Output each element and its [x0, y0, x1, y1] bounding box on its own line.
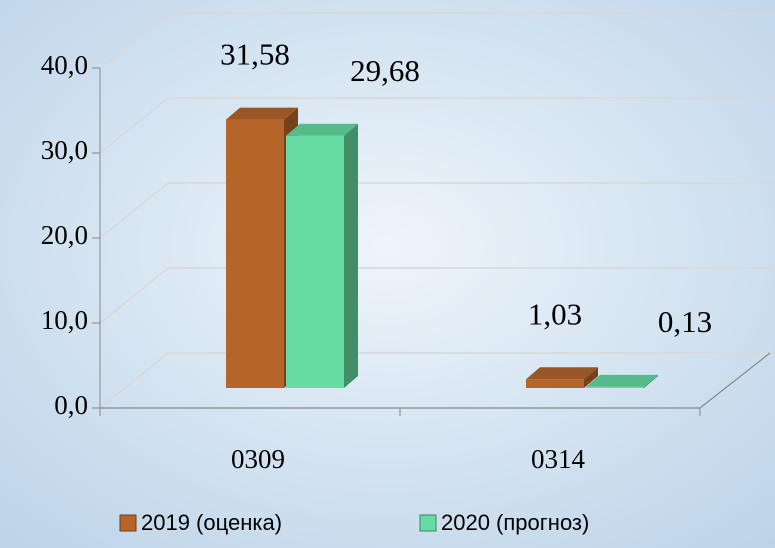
plot: 0,0 10,0 20,0 30,0 40,0 0309 31,58 29,68 0314 1,0…	[41, 12, 775, 535]
y-tick-label: 10,0	[41, 305, 88, 335]
bar-top	[526, 367, 598, 380]
grid-line	[99, 97, 775, 154]
bar	[526, 379, 584, 388]
data-label: 31,58	[220, 37, 290, 72]
bar	[226, 119, 284, 388]
y-tick-label: 40,0	[41, 50, 88, 80]
x-tick-label: 0314	[531, 444, 586, 474]
x-tick-label: 0309	[231, 444, 285, 474]
bar-side	[344, 123, 358, 388]
legend-label: 2020 (прогноз)	[441, 510, 589, 535]
y-tick-label: 0,0	[54, 390, 88, 420]
y-tick-label: 20,0	[41, 220, 88, 250]
data-label: 29,68	[350, 53, 420, 88]
legend-swatch	[419, 514, 437, 532]
bar-side	[644, 374, 658, 388]
bar	[586, 386, 644, 388]
legend-label: 2019 (оценка)	[141, 510, 282, 535]
bar-top	[226, 107, 298, 120]
bar-top	[586, 374, 658, 387]
bar-side	[584, 367, 598, 388]
legend-swatch	[119, 514, 137, 532]
data-label: 1,03	[528, 296, 582, 331]
grid-line	[99, 267, 775, 324]
grid-line	[99, 12, 775, 69]
y-tick-label: 30,0	[41, 135, 88, 165]
bar	[286, 135, 344, 388]
grid-line	[99, 182, 775, 239]
data-label: 0,13	[658, 304, 712, 339]
grid-line	[99, 352, 775, 409]
bar-top	[286, 123, 358, 136]
